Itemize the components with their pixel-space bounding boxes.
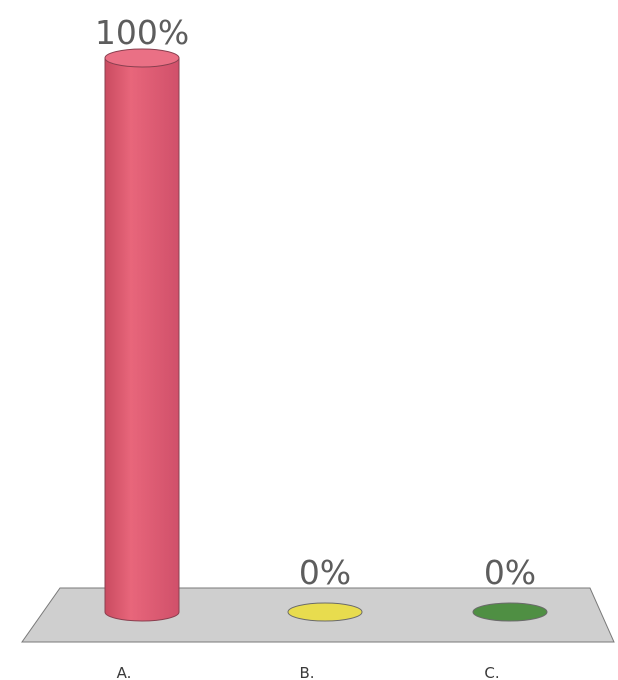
category-labels-group: A. B. C.	[117, 664, 500, 680]
bar-zero-disc	[472, 602, 548, 622]
bar-b	[287, 602, 363, 622]
data-label-c: 0%	[484, 553, 536, 592]
bar-a	[104, 48, 180, 622]
category-label-a: A.	[117, 664, 132, 680]
bar-c	[472, 602, 548, 622]
data-label-a: 100%	[95, 13, 189, 52]
category-label-c: C.	[484, 664, 499, 680]
data-labels-group: 100% 0% 0%	[95, 13, 536, 592]
bar-top	[104, 48, 180, 68]
data-label-b: 0%	[299, 553, 351, 592]
bar-body	[104, 57, 180, 622]
category-label-b: B.	[299, 664, 314, 680]
bar-zero-disc	[287, 602, 363, 622]
bars-group	[104, 48, 548, 622]
